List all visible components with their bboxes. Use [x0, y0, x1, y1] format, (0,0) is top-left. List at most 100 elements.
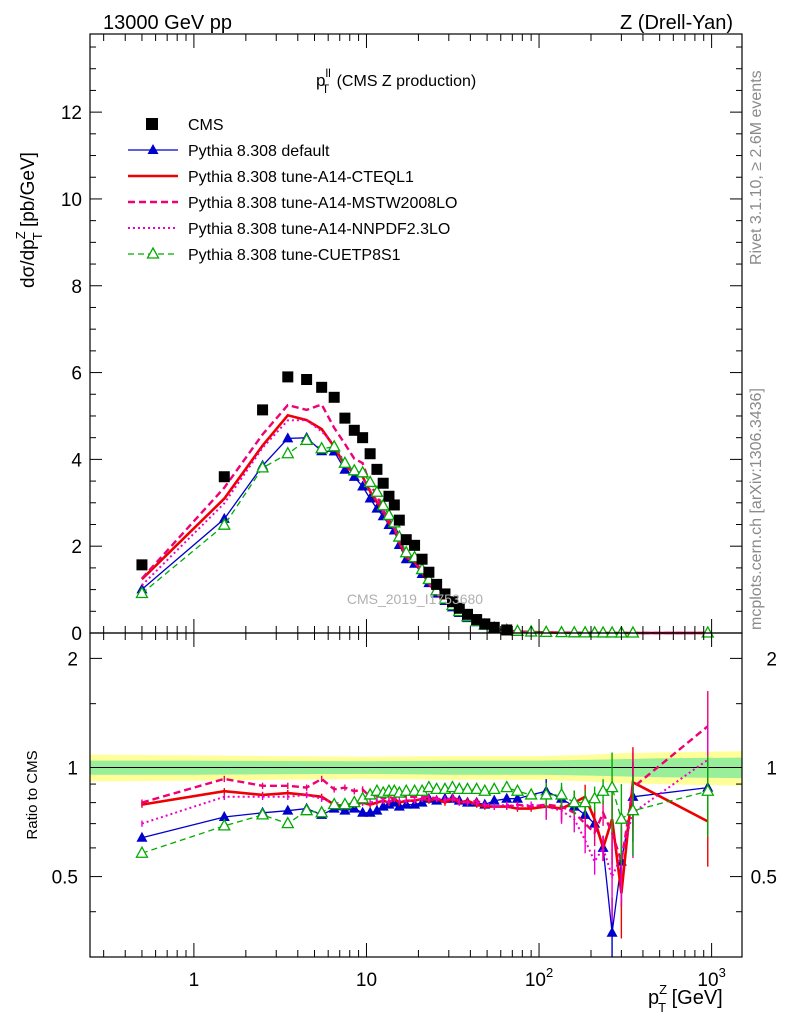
- legend-marker: [146, 246, 160, 259]
- analysis-watermark: CMS_2019_I1753680: [347, 591, 483, 607]
- series-1-main-point: [339, 463, 351, 474]
- data-point: [446, 596, 458, 608]
- mcplots-label: mcplots.cern.ch [arXiv:1306.3436]: [748, 388, 765, 630]
- legend-entry-2: Pythia 8.308 tune-A14-CTEQL1: [128, 169, 414, 186]
- legend-label: Pythia 8.308 tune-A14-CTEQL1: [188, 169, 414, 186]
- series-1-main-point: [348, 470, 360, 481]
- data-point: [348, 424, 360, 436]
- legend-entry-0: CMS: [146, 117, 224, 134]
- series-5-ratio-point: [399, 783, 413, 796]
- series-5-ratio-point: [578, 795, 592, 808]
- data-point: [416, 553, 428, 565]
- series-5-ratio-point: [300, 803, 314, 816]
- series-5-ratio-point: [539, 787, 553, 800]
- series-1-ratio-point: [488, 794, 500, 805]
- series-5-ratio-point: [430, 782, 444, 795]
- legend-label: Pythia 8.308 default: [188, 143, 330, 160]
- legend-label: Pythia 8.308 tune-A14-NNPDF2.3LO: [188, 221, 450, 238]
- data-point: [453, 602, 465, 614]
- series-1-ratio-point: [136, 831, 148, 842]
- data-point: [488, 621, 500, 633]
- series-5-main-point: [255, 460, 270, 473]
- main-ytick-label: 2: [71, 537, 82, 558]
- series-5-main-point: [701, 625, 715, 638]
- ratio-frame: [89, 632, 743, 958]
- x-axis-label: pZ T [GeV]: [648, 982, 723, 1015]
- data-point: [388, 499, 400, 511]
- legend-marker: [146, 118, 158, 130]
- xtick-label: 1: [189, 970, 200, 991]
- series-5-ratio-point: [422, 780, 436, 793]
- series-5-ratio-point: [614, 811, 628, 824]
- series-5-main-point: [539, 624, 553, 637]
- ratio-ytick-label-right: 0.5: [751, 868, 777, 889]
- series-5-main-point: [338, 455, 352, 468]
- data-point: [393, 514, 405, 526]
- series-5-ratio-point: [315, 805, 329, 818]
- xtick-label: 10: [356, 970, 377, 991]
- data-point: [218, 471, 230, 483]
- series-5-main-point: [626, 625, 640, 638]
- series-5-ratio-point: [500, 780, 514, 793]
- data-point: [462, 608, 474, 620]
- series-5-ratio-point: [135, 845, 149, 858]
- energy-label: 13000 GeV pp: [103, 12, 232, 34]
- series-5-main-point: [567, 625, 581, 638]
- data-point: [301, 374, 313, 386]
- legend: CMS Pythia 8.308 default Pythia 8.308 tune…: [128, 117, 457, 264]
- data-point: [383, 490, 395, 502]
- series-1-main-point: [364, 492, 376, 503]
- legend-marker: [147, 144, 159, 154]
- series-5-ratio-point: [470, 782, 484, 795]
- series-5-ratio-point: [588, 791, 602, 804]
- series-5-ratio-point: [445, 780, 460, 793]
- series-5-ratio-point: [338, 797, 352, 810]
- data-point: [282, 371, 294, 383]
- series-5-ratio-point: [626, 803, 640, 816]
- ratio-ytick-label: 2: [67, 649, 78, 670]
- rivet-version-label: Rivet 3.1.10, ≥ 2.6M events: [748, 70, 765, 265]
- series-1-ratio-point: [606, 926, 618, 937]
- series-5-main-point: [399, 545, 413, 558]
- plot-title: pll T (CMS Z production): [316, 66, 476, 96]
- series-5-main-point: [356, 465, 370, 478]
- data-point: [400, 534, 412, 546]
- series-5-main-point: [596, 625, 610, 638]
- data-point: [423, 566, 435, 578]
- series-5-ratio-point: [487, 782, 501, 795]
- series-1-ratio-point: [371, 804, 383, 815]
- series-5-main-point: [315, 441, 329, 454]
- data-point: [479, 618, 491, 630]
- data-point: [316, 381, 328, 393]
- series-5-main-point: [327, 439, 341, 452]
- data-point: [409, 539, 421, 551]
- series-5-main-point: [588, 625, 602, 638]
- process-label: Z (Drell-Yan): [620, 12, 733, 34]
- series-5-ratio-point: [567, 795, 581, 808]
- ratio-ytick-label: 1: [67, 758, 78, 779]
- series-5-ratio-point: [605, 780, 619, 793]
- series-5-ratio-point: [255, 807, 270, 820]
- series-5-ratio-point: [478, 783, 492, 796]
- series-5-ratio-point: [327, 797, 341, 810]
- series-5-main-point: [281, 446, 295, 459]
- legend-label: CMS: [188, 117, 224, 134]
- data-point: [501, 624, 513, 636]
- series-5-main-point: [554, 625, 569, 638]
- series-5-main-point: [300, 432, 314, 445]
- data-point: [439, 588, 451, 600]
- series-5-main-point: [217, 517, 231, 530]
- series-1-main-point: [282, 432, 294, 443]
- main-ytick-label: 12: [61, 103, 82, 124]
- ratio-ytick-label-right: 2: [766, 649, 777, 670]
- main-ytick-label: 0: [71, 624, 82, 645]
- legend-entry-1: Pythia 8.308 default: [128, 143, 330, 160]
- series-5-main-point: [605, 625, 619, 638]
- data-point: [328, 391, 340, 403]
- series-1-ratio-point: [501, 792, 513, 803]
- data-point: [339, 412, 351, 424]
- y-axis-label: dσ/dpZ T [pb/GeV]: [13, 152, 45, 288]
- data-point: [257, 404, 269, 416]
- data-point: [377, 477, 389, 489]
